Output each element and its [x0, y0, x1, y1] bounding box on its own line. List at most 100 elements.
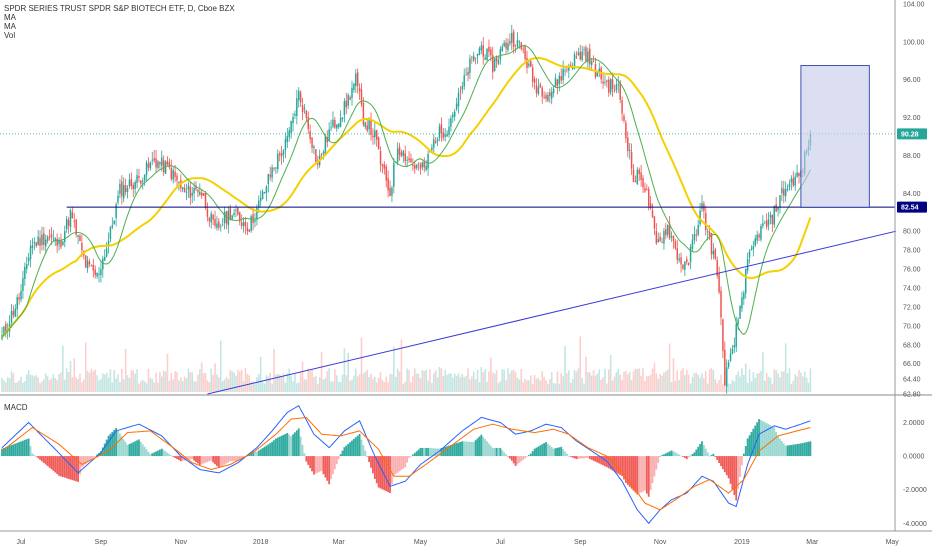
volume-bar	[450, 373, 452, 392]
histogram-bar	[773, 427, 776, 457]
volume-bar	[98, 380, 100, 392]
candle-body	[134, 181, 136, 189]
histogram-bar	[58, 456, 60, 476]
histogram-bar	[221, 456, 224, 466]
histogram-bar	[394, 456, 397, 475]
histogram-bar	[290, 436, 293, 457]
histogram-bar	[763, 422, 766, 457]
projection-rectangle[interactable]	[800, 65, 870, 209]
histogram-bar	[86, 456, 89, 463]
candle-body	[509, 40, 511, 44]
volume-bar	[375, 382, 378, 392]
candle-body	[590, 61, 593, 65]
candle-body	[14, 308, 17, 317]
histogram-bar	[508, 456, 511, 459]
candle-body	[524, 46, 526, 60]
histogram-bar	[429, 448, 431, 457]
histogram-bar	[779, 438, 781, 457]
volume-bar	[119, 381, 121, 392]
volume-bar	[461, 374, 464, 392]
histogram-bar	[417, 449, 420, 457]
time-tick-label: Nov	[654, 539, 667, 546]
volume-bar	[693, 373, 696, 392]
volume-bar	[630, 380, 633, 392]
volume-bar	[92, 371, 95, 392]
histogram-bar	[145, 449, 148, 457]
volume-bar	[263, 383, 266, 392]
histogram-bar	[527, 455, 530, 457]
histogram-bar	[659, 456, 662, 457]
legend-vol[interactable]: Vol	[4, 31, 16, 40]
candle-body	[67, 220, 70, 226]
volume-bar	[786, 373, 789, 392]
histogram-bar	[725, 456, 728, 476]
volume-bar	[697, 374, 699, 392]
volume-bar	[796, 376, 798, 392]
volume-bar	[242, 381, 245, 392]
volume-bar	[35, 375, 38, 392]
histogram-bar	[273, 440, 275, 457]
volume-bar	[425, 369, 427, 392]
volume-bar	[65, 368, 68, 392]
histogram-bar	[254, 451, 256, 457]
histogram-bar	[693, 452, 696, 457]
candle-body	[434, 141, 437, 144]
volume-bar	[84, 342, 87, 392]
candle-body	[478, 48, 481, 55]
trend-line[interactable]	[207, 230, 897, 395]
volume-bar	[480, 367, 483, 392]
candle-body	[794, 176, 796, 186]
candle-body	[124, 185, 127, 192]
candle-body	[261, 191, 264, 200]
histogram-bar	[219, 456, 222, 467]
candle-body	[221, 224, 224, 226]
candle-body	[522, 48, 524, 50]
volume-bar	[189, 372, 192, 392]
histogram-bar	[488, 443, 490, 457]
volume-bar	[545, 380, 547, 392]
histogram-bar	[486, 441, 488, 457]
histogram-bar	[739, 456, 741, 478]
legend-ma2[interactable]: MA	[4, 22, 16, 31]
price-tick-label: 96.00	[903, 77, 921, 84]
volume-bar	[223, 379, 226, 392]
candle-body	[46, 236, 49, 241]
histogram-bar	[463, 441, 466, 457]
volume-bar	[699, 377, 701, 392]
histogram-bar	[514, 456, 517, 466]
volume-bar	[147, 368, 150, 392]
histogram-bar	[469, 441, 471, 457]
candle-body	[724, 349, 726, 386]
candle-body	[64, 231, 66, 243]
volume-bar	[315, 375, 317, 392]
price-tick-label: 84.00	[903, 191, 921, 198]
volume-bar	[261, 380, 264, 392]
volume-bar	[600, 379, 602, 392]
candle-body	[199, 191, 201, 195]
volume-bar	[583, 383, 585, 392]
volume-bar	[465, 375, 467, 392]
histogram-bar	[23, 439, 26, 457]
candle-body	[381, 164, 384, 167]
histogram-bar	[212, 456, 215, 463]
volume-bar	[322, 379, 325, 392]
legend-ma1[interactable]: MA	[4, 13, 16, 22]
volume-bar	[604, 368, 606, 392]
candle-body	[668, 223, 671, 239]
volume-bar	[393, 346, 395, 392]
histogram-bar	[505, 454, 507, 457]
volume-bar	[162, 370, 165, 392]
candle-body	[370, 118, 372, 135]
candle-body	[193, 188, 195, 194]
histogram-bar	[343, 447, 346, 457]
candle-body	[784, 188, 787, 197]
histogram-bar	[666, 452, 669, 457]
volume-bar	[434, 370, 437, 392]
volume-bar	[503, 369, 505, 392]
legend-macd-label[interactable]: MACD	[4, 403, 28, 412]
histogram-bar	[352, 438, 355, 457]
volume-bar	[431, 382, 433, 392]
volume-bar	[444, 370, 446, 392]
volume-bar	[720, 374, 722, 392]
volume-bar	[324, 378, 327, 392]
